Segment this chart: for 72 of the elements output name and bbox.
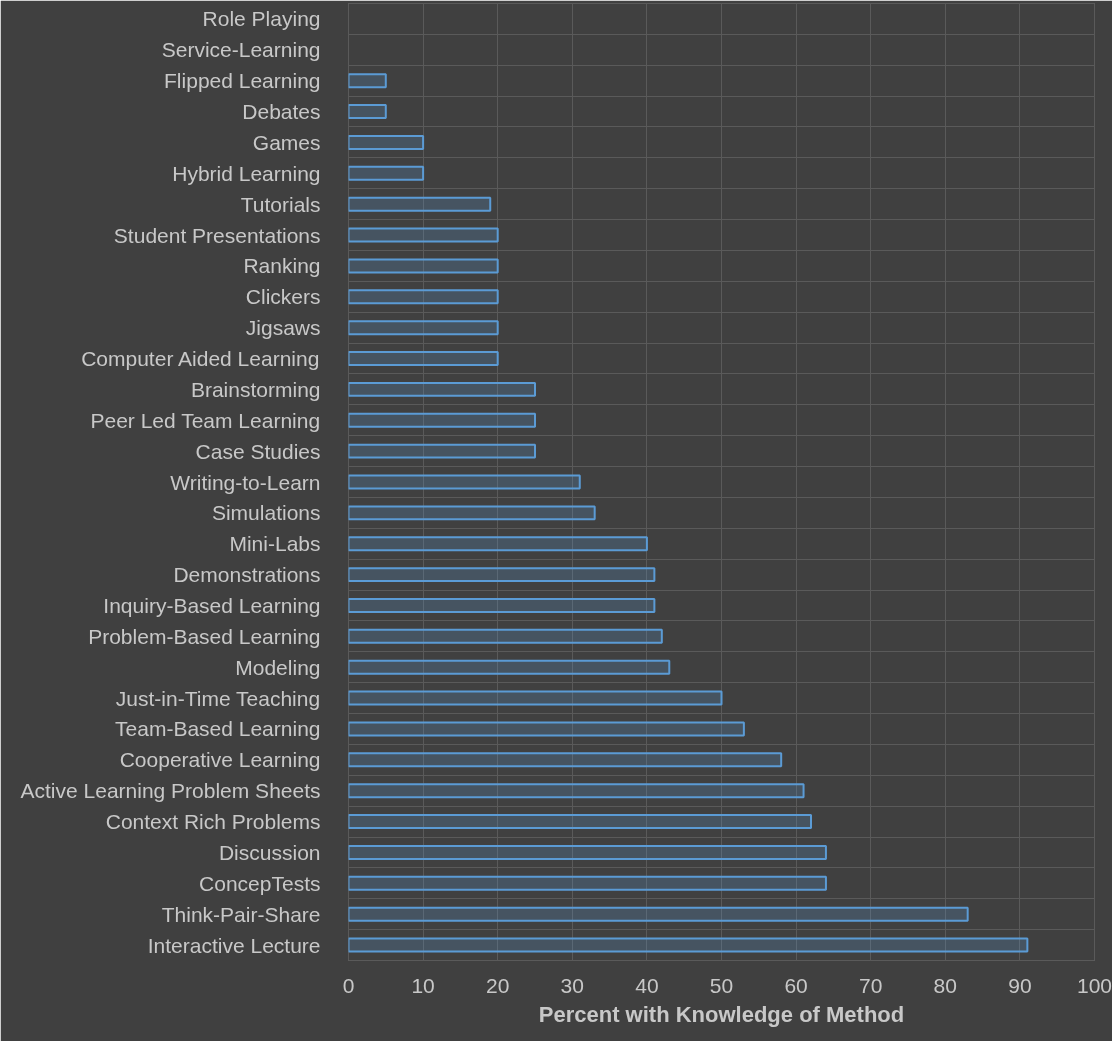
bar bbox=[348, 906, 969, 922]
bar bbox=[348, 536, 648, 552]
bar bbox=[348, 844, 827, 860]
x-axis-title: Percent with Knowledge of Method bbox=[538, 1001, 905, 1027]
bar bbox=[348, 752, 783, 768]
bar bbox=[348, 320, 499, 336]
bar bbox=[348, 381, 536, 397]
y-tick-label: Jigsaws bbox=[245, 316, 321, 340]
x-tick-label: 60 bbox=[784, 973, 808, 997]
x-tick-label: 90 bbox=[1008, 973, 1032, 997]
bar bbox=[348, 721, 745, 737]
x-tick-label: 80 bbox=[933, 973, 957, 997]
y-tick-label: Case Studies bbox=[195, 439, 321, 463]
bar bbox=[348, 289, 499, 305]
y-tick-label: Context Rich Problems bbox=[105, 810, 321, 834]
x-tick-label: 70 bbox=[859, 973, 883, 997]
bar bbox=[348, 196, 492, 212]
y-tick-label: Brainstorming bbox=[190, 377, 321, 401]
bar bbox=[348, 567, 656, 583]
bar bbox=[348, 474, 581, 490]
bar bbox=[348, 875, 827, 891]
y-tick-label: Computer Aided Learning bbox=[81, 347, 320, 371]
bar bbox=[348, 814, 813, 830]
y-tick-label: Problem-Based Learning bbox=[88, 624, 321, 648]
y-tick-label: Think-Pair-Share bbox=[161, 902, 321, 926]
y-tick-label: ConcepTests bbox=[199, 871, 321, 895]
y-tick-label: Games bbox=[252, 130, 321, 154]
y-tick-label: Debates bbox=[242, 100, 321, 124]
bar bbox=[348, 134, 425, 150]
x-tick-label: 100 bbox=[1076, 973, 1112, 997]
x-tick-label: 40 bbox=[635, 973, 659, 997]
bar bbox=[348, 227, 499, 243]
bar bbox=[348, 351, 499, 366]
y-tick-label: Student Presentations bbox=[113, 223, 321, 247]
bar bbox=[348, 659, 671, 675]
y-tick-label: Simulations bbox=[211, 501, 321, 525]
bar bbox=[348, 73, 387, 89]
x-tick-label: 0 bbox=[342, 973, 355, 997]
bar bbox=[348, 443, 536, 459]
y-tick-label: Mini-Labs bbox=[229, 532, 321, 556]
x-tick-label: 10 bbox=[411, 973, 435, 997]
x-tick-label: 30 bbox=[560, 973, 584, 997]
y-tick-label: Ranking bbox=[243, 254, 321, 278]
y-tick-label: Demonstrations bbox=[173, 563, 321, 587]
y-tick-label: Hybrid Learning bbox=[172, 161, 321, 185]
y-tick-label: Tutorials bbox=[240, 192, 321, 216]
bar bbox=[348, 690, 723, 706]
y-tick-label: Active Learning Problem Sheets bbox=[20, 779, 321, 803]
bar bbox=[348, 783, 805, 799]
x-tick-label: 20 bbox=[486, 973, 510, 997]
y-tick-label: Writing-to-Learn bbox=[170, 470, 321, 494]
y-tick-label: Peer Led Team Learning bbox=[90, 408, 321, 432]
y-tick-label: Discussion bbox=[218, 840, 321, 864]
bar bbox=[348, 412, 536, 428]
y-tick-label: Role Playing bbox=[202, 7, 321, 31]
y-tick-label: Just-in-Time Teaching bbox=[115, 686, 321, 710]
bar bbox=[348, 104, 387, 120]
bar bbox=[348, 258, 499, 274]
y-tick-label: Clickers bbox=[245, 285, 321, 309]
bar bbox=[348, 937, 1029, 953]
bar bbox=[348, 505, 596, 521]
y-tick-label: Flipped Learning bbox=[164, 69, 321, 93]
y-tick-label: Interactive Lecture bbox=[147, 933, 321, 957]
y-tick-label: Service-Learning bbox=[161, 38, 321, 62]
y-tick-label: Modeling bbox=[235, 655, 321, 679]
bar bbox=[348, 598, 656, 613]
y-tick-label: Cooperative Learning bbox=[119, 748, 321, 772]
x-tick-label: 50 bbox=[709, 973, 734, 997]
y-tick-label: Team-Based Learning bbox=[115, 717, 321, 741]
bar bbox=[348, 628, 663, 644]
y-tick-label: Inquiry-Based Learning bbox=[103, 593, 321, 617]
bar bbox=[348, 165, 425, 181]
